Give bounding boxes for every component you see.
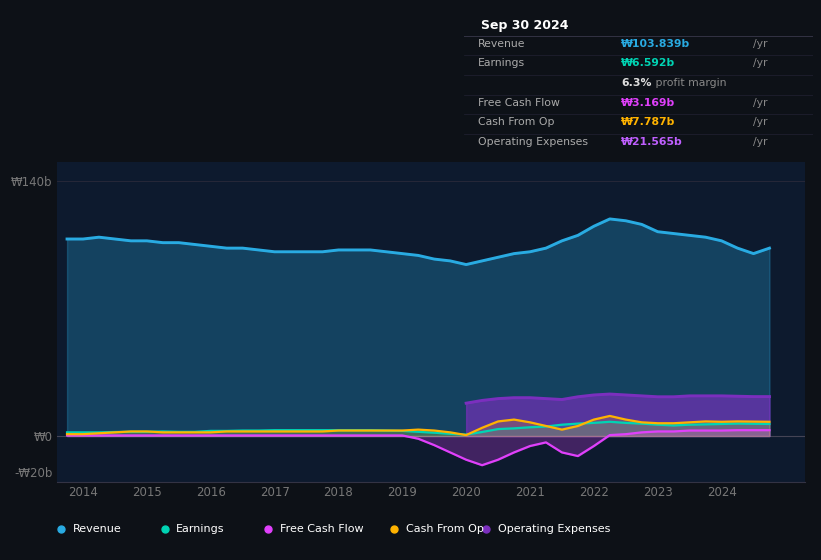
Text: /yr: /yr [754,39,768,49]
Text: /yr: /yr [754,117,768,127]
Text: 6.3%: 6.3% [621,78,651,88]
Text: Operating Expenses: Operating Expenses [478,137,588,147]
Text: Free Cash Flow: Free Cash Flow [279,524,363,534]
Text: ₩21.565b: ₩21.565b [621,137,682,147]
Text: Operating Expenses: Operating Expenses [498,524,610,534]
Text: Cash From Op: Cash From Op [478,117,554,127]
Text: ₩6.592b: ₩6.592b [621,58,675,68]
Text: Cash From Op: Cash From Op [406,524,484,534]
Text: /yr: /yr [754,58,768,68]
Text: /yr: /yr [754,97,768,108]
Text: Revenue: Revenue [73,524,122,534]
Text: Earnings: Earnings [478,58,525,68]
Text: ₩7.787b: ₩7.787b [621,117,675,127]
Text: Revenue: Revenue [478,39,525,49]
Text: profit margin: profit margin [653,78,727,88]
Text: ₩103.839b: ₩103.839b [621,39,690,49]
Text: ₩3.169b: ₩3.169b [621,97,675,108]
Text: Free Cash Flow: Free Cash Flow [478,97,560,108]
Text: Earnings: Earnings [177,524,225,534]
Text: /yr: /yr [754,137,768,147]
Text: Sep 30 2024: Sep 30 2024 [481,19,569,32]
